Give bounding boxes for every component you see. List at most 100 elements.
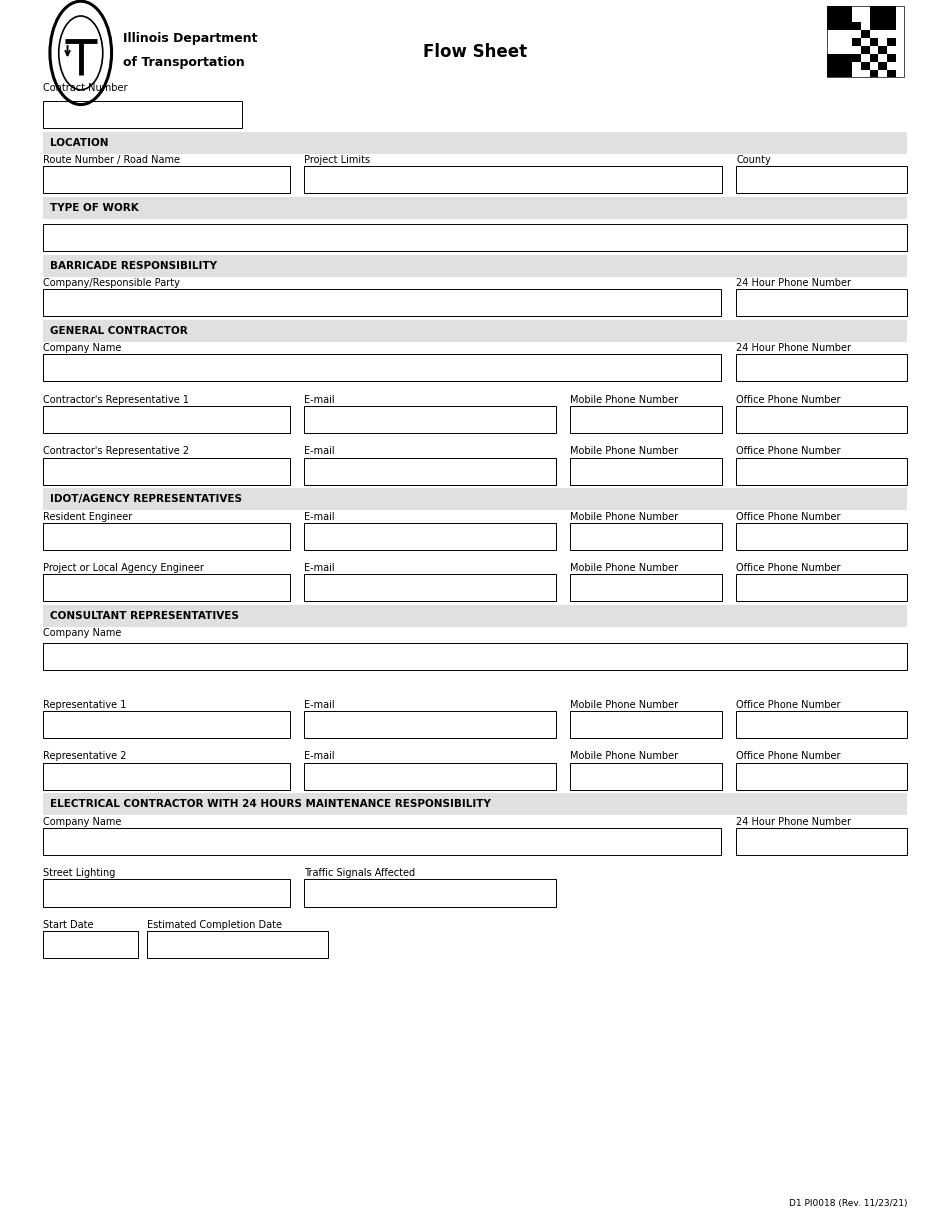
Bar [43,101,242,128]
Bar [736,711,907,738]
Text: 24 Hour Phone Number: 24 Hour Phone Number [736,278,851,288]
Text: Mobile Phone Number: Mobile Phone Number [570,512,678,522]
Text: IDOT/AGENCY REPRESENTATIVES: IDOT/AGENCY REPRESENTATIVES [50,494,242,504]
Bar [570,763,722,790]
Text: E-mail: E-mail [304,752,334,761]
Bar [304,711,556,738]
Bar [736,828,907,855]
Bar [570,523,722,550]
Bar [852,38,861,46]
Text: Office Phone Number: Office Phone Number [736,752,841,761]
Bar [861,46,870,54]
Bar [736,354,907,381]
Text: E-mail: E-mail [304,512,334,522]
Text: County: County [736,155,771,165]
Bar [43,605,907,627]
Bar [43,793,907,815]
Bar [736,458,907,485]
Bar [304,166,722,193]
Bar [43,197,907,219]
Bar [43,574,290,601]
Bar [43,931,138,958]
Text: Mobile Phone Number: Mobile Phone Number [570,563,678,573]
Text: GENERAL CONTRACTOR: GENERAL CONTRACTOR [50,326,188,336]
Bar [43,828,721,855]
Text: LOCATION: LOCATION [50,138,109,148]
Bar [43,224,907,251]
Text: E-mail: E-mail [304,446,334,456]
Bar [870,38,879,46]
Bar [852,54,861,62]
Text: Project Limits: Project Limits [304,155,370,165]
Bar [570,711,722,738]
Text: Representative 1: Representative 1 [43,700,126,710]
Text: Estimated Completion Date: Estimated Completion Date [147,920,282,930]
Bar [43,523,290,550]
Text: D1 PI0018 (Rev. 11/23/21): D1 PI0018 (Rev. 11/23/21) [788,1199,907,1208]
Text: Office Phone Number: Office Phone Number [736,700,841,710]
Text: Contractor's Representative 2: Contractor's Representative 2 [43,446,189,456]
Bar [570,458,722,485]
Text: Office Phone Number: Office Phone Number [736,512,841,522]
Text: 24 Hour Phone Number: 24 Hour Phone Number [736,343,851,353]
Text: Mobile Phone Number: Mobile Phone Number [570,752,678,761]
Bar [879,62,887,70]
Text: Resident Engineer: Resident Engineer [43,512,132,522]
Text: E-mail: E-mail [304,700,334,710]
Text: Start Date: Start Date [43,920,93,930]
Text: Contractor's Representative 1: Contractor's Representative 1 [43,395,189,405]
Text: Street Lighting: Street Lighting [43,868,115,878]
Text: Company Name: Company Name [43,629,122,638]
Bar [852,22,861,30]
Bar [879,14,887,22]
Bar [304,763,556,790]
Bar [736,289,907,316]
Bar [887,38,896,46]
Bar [736,166,907,193]
Text: Mobile Phone Number: Mobile Phone Number [570,395,678,405]
Bar [736,406,907,433]
Bar [43,354,721,381]
Bar [43,488,907,510]
Text: BARRICADE RESPONSIBILITY: BARRICADE RESPONSIBILITY [50,261,218,271]
Text: Flow Sheet: Flow Sheet [423,43,527,60]
Bar [43,643,907,670]
Text: Office Phone Number: Office Phone Number [736,563,841,573]
Bar [43,406,290,433]
Text: ELECTRICAL CONTRACTOR WITH 24 HOURS MAINTENANCE RESPONSIBILITY: ELECTRICAL CONTRACTOR WITH 24 HOURS MAIN… [50,800,491,809]
Text: Traffic Signals Affected: Traffic Signals Affected [304,868,415,878]
Bar [887,54,896,62]
Text: Mobile Phone Number: Mobile Phone Number [570,446,678,456]
Text: Illinois Department: Illinois Department [123,32,257,44]
Text: of Transportation: of Transportation [123,57,245,69]
Bar [304,406,556,433]
Bar [835,14,844,22]
Bar [870,70,879,77]
Text: Contract Number: Contract Number [43,84,127,93]
Bar [879,46,887,54]
Bar [304,523,556,550]
Bar [835,62,844,70]
Text: CONSULTANT REPRESENTATIVES: CONSULTANT REPRESENTATIVES [50,611,239,621]
Bar [861,30,870,38]
Bar [736,574,907,601]
Text: Office Phone Number: Office Phone Number [736,446,841,456]
Bar [826,6,904,77]
Bar [43,711,290,738]
Text: Project or Local Agency Engineer: Project or Local Agency Engineer [43,563,203,573]
Bar [887,70,896,77]
Text: Office Phone Number: Office Phone Number [736,395,841,405]
Bar [43,879,290,907]
Text: Route Number / Road Name: Route Number / Road Name [43,155,180,165]
Bar [870,6,896,30]
Bar [736,523,907,550]
Bar [826,54,852,77]
Bar [736,763,907,790]
Text: Company Name: Company Name [43,817,122,827]
Bar [570,574,722,601]
Bar [43,763,290,790]
Bar [147,931,328,958]
Text: Company/Responsible Party: Company/Responsible Party [43,278,180,288]
Bar [861,62,870,70]
Bar [43,255,907,277]
